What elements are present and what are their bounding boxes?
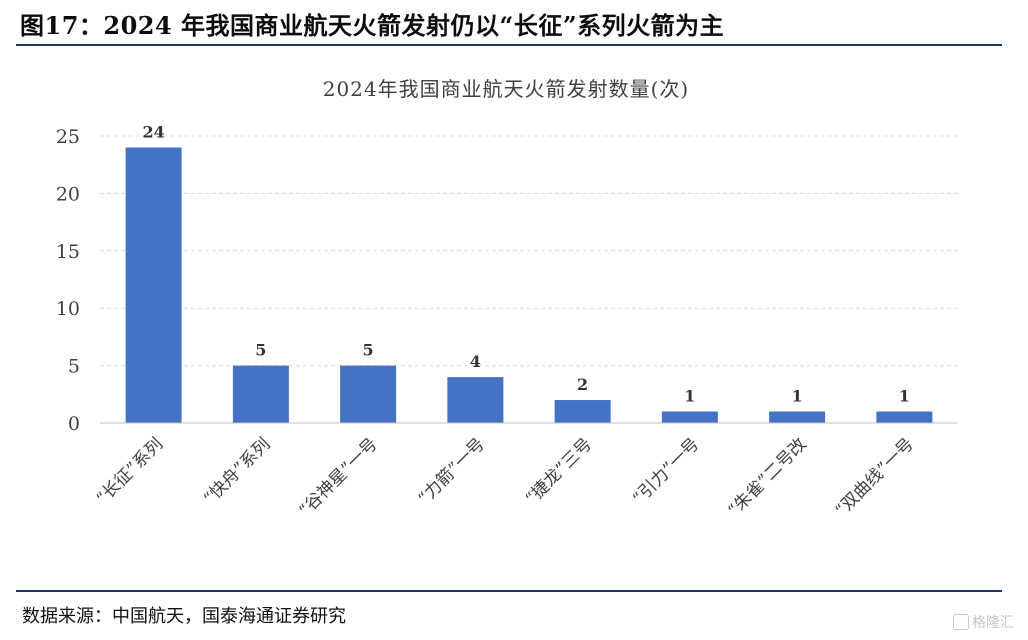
gridlines (100, 135, 958, 367)
bar (876, 411, 933, 423)
x-tick-label: “力箭”一号 (414, 434, 489, 509)
x-axis-ticks: “长征”系列 “快舟”系列 “谷神星”一号 “力箭”一号 “捷龙”三号 “引力”一号 “朱雀… (93, 434, 918, 521)
y-tick-label: 0 (68, 413, 80, 435)
x-tick-label: “谷神星”一号 (295, 434, 382, 521)
bar (340, 365, 397, 423)
y-axis-ticks: 0 5 10 15 20 25 (56, 126, 80, 435)
bottom-divider (16, 590, 1002, 592)
data-labels: 24 5 5 4 2 1 1 1 (142, 122, 909, 405)
x-tick-label: “快舟”系列 (200, 434, 275, 509)
data-label: 2 (577, 375, 588, 394)
bar (661, 411, 718, 423)
figure-title: 图17：2024 年我国商业航天火箭发射仍以“长征”系列火箭为主 (20, 11, 725, 40)
watermark-text: 格隆汇 (972, 615, 1014, 631)
bar (447, 377, 504, 423)
data-label: 4 (470, 352, 481, 371)
data-label: 5 (363, 341, 374, 360)
bar (125, 147, 182, 423)
x-tick-label: “引力”一号 (629, 434, 704, 509)
source-note: 数据来源：中国航天，国泰海通证券研究 (22, 606, 346, 627)
bar (769, 411, 826, 423)
bar (232, 365, 289, 423)
y-tick-label: 10 (56, 298, 80, 320)
data-label: 1 (899, 387, 910, 406)
watermark: 格隆汇 (953, 612, 1014, 632)
bar-chart: 2024年我国商业航天火箭发射数量(次) 0 5 10 15 20 25 24 5 5 4 2 1 1… (56, 77, 958, 521)
x-tick-label: “长征”系列 (93, 434, 168, 509)
top-divider (16, 44, 1002, 46)
data-label: 24 (142, 122, 164, 141)
y-tick-label: 25 (56, 126, 80, 148)
x-tick-label: “朱雀”二号改 (724, 434, 811, 521)
data-label: 1 (684, 387, 695, 406)
x-tick-label: “双曲线”一号 (831, 434, 918, 521)
x-tick-label: “捷龙”三号 (522, 434, 597, 509)
bar (554, 400, 611, 423)
chart-title: 2024年我国商业航天火箭发射数量(次) (323, 77, 690, 101)
data-label: 1 (792, 387, 803, 406)
watermark-logo-icon (953, 614, 969, 630)
bars (125, 147, 933, 423)
data-label: 5 (255, 341, 266, 360)
y-tick-label: 5 (68, 356, 80, 378)
y-tick-label: 20 (56, 183, 80, 205)
y-tick-label: 15 (56, 241, 80, 263)
